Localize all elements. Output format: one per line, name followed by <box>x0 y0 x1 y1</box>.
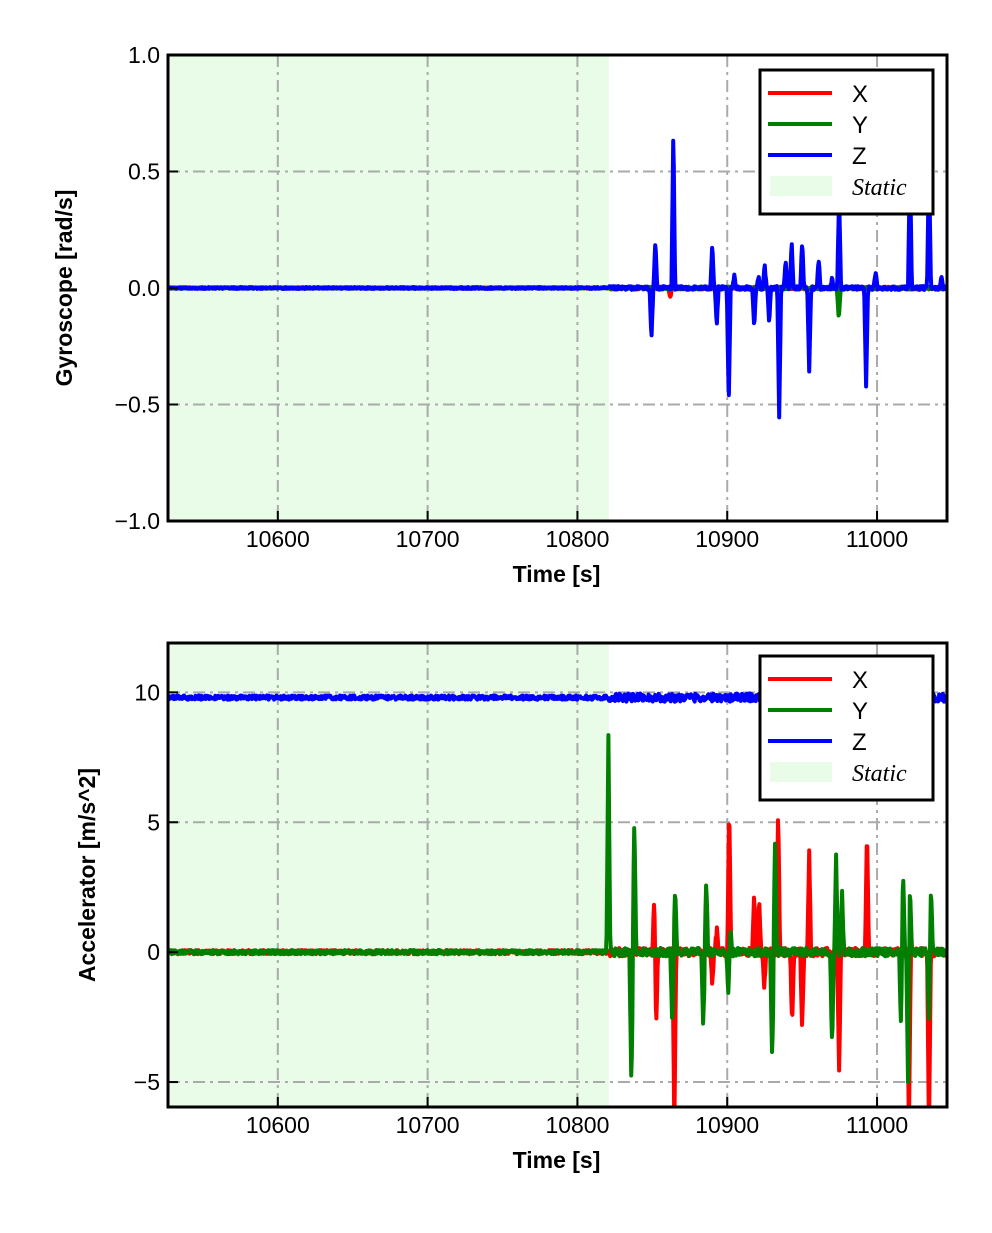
y-tick-label: −5 <box>134 1069 160 1095</box>
legend: XYZ Static <box>758 68 935 216</box>
x-tick-label: 11000 <box>846 1112 908 1138</box>
axes-frame <box>166 641 949 1109</box>
series-line-z <box>168 138 947 420</box>
y-tick-label: 0 <box>147 939 160 965</box>
static-region <box>168 643 609 1107</box>
y-tick-label: −1.0 <box>115 508 160 534</box>
legend: XYZ Static <box>758 654 935 802</box>
x-tick-label: 10800 <box>545 1112 609 1138</box>
x-tick-label: 10800 <box>545 526 609 552</box>
legend-label-x: X <box>852 667 868 694</box>
y-tick-label: 0.5 <box>128 159 160 185</box>
x-axis-label: Time [s] <box>513 561 601 587</box>
legend-label-static: Static <box>852 175 907 201</box>
x-tick-label: 11000 <box>846 526 908 552</box>
y-axis-label: Accelerator [m/s^2] <box>74 768 100 982</box>
x-tick-label: 10700 <box>396 526 460 552</box>
x-axis-label: Time [s] <box>513 1147 601 1173</box>
x-tick-label: 10600 <box>246 526 310 552</box>
legend-label-static: Static <box>852 761 907 787</box>
legend-label-y: Y <box>852 698 868 725</box>
subplot-gyroscope: 10600 10700 10800 10900 11000 −1.0 −0.5 0.0 0.5 1… <box>51 42 949 587</box>
x-tick-label: 10600 <box>246 1112 310 1138</box>
y-tick-label: 10 <box>134 679 160 705</box>
legend-swatch-static <box>770 176 832 196</box>
legend-label-y: Y <box>852 112 868 139</box>
x-tick-label: 10700 <box>396 1112 460 1138</box>
legend-label-x: X <box>852 81 868 108</box>
series-line-y <box>168 733 947 1085</box>
y-axis-label: Gyroscope [rad/s] <box>51 190 77 387</box>
x-tick-label: 10900 <box>695 526 759 552</box>
legend-label-z: Z <box>852 143 867 170</box>
y-tick-label: 1.0 <box>128 42 160 68</box>
y-tick-label: 0.0 <box>128 275 160 301</box>
y-tick-label: −0.5 <box>115 392 160 418</box>
series-group <box>168 138 947 420</box>
y-tick-label: 5 <box>147 809 160 835</box>
legend-swatch-static <box>770 762 832 782</box>
legend-label-z: Z <box>852 729 867 756</box>
x-tick-label: 10900 <box>695 1112 759 1138</box>
subplot-accelerator: 10600 10700 10800 10900 11000 −5 0 5 10 Time [s] A… <box>74 641 949 1173</box>
